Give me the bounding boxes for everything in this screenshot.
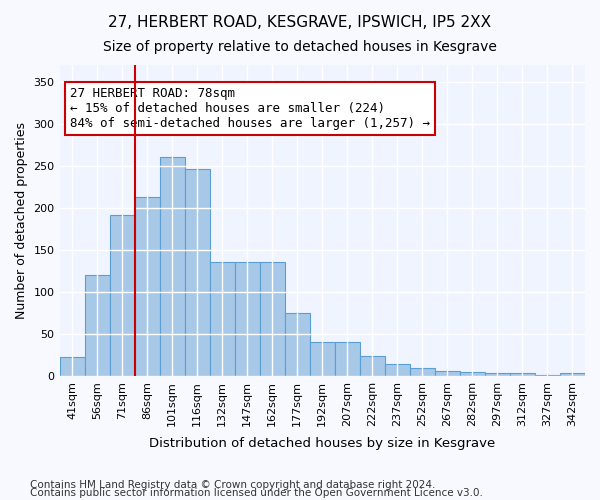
Bar	[185, 169, 209, 376]
Bar	[410, 368, 435, 376]
Bar	[110, 214, 134, 376]
Bar	[460, 372, 485, 376]
Bar	[235, 262, 260, 376]
Bar	[535, 375, 560, 376]
Text: Contains public sector information licensed under the Open Government Licence v3: Contains public sector information licen…	[30, 488, 483, 498]
Bar	[385, 364, 410, 376]
Bar	[134, 197, 160, 376]
Bar	[310, 342, 335, 376]
Bar	[510, 374, 535, 376]
Text: 27 HERBERT ROAD: 78sqm
← 15% of detached houses are smaller (224)
84% of semi-de: 27 HERBERT ROAD: 78sqm ← 15% of detached…	[70, 87, 430, 130]
Text: 27, HERBERT ROAD, KESGRAVE, IPSWICH, IP5 2XX: 27, HERBERT ROAD, KESGRAVE, IPSWICH, IP5…	[109, 15, 491, 30]
Bar	[209, 262, 235, 376]
Bar	[85, 275, 110, 376]
X-axis label: Distribution of detached houses by size in Kesgrave: Distribution of detached houses by size …	[149, 437, 496, 450]
Text: Size of property relative to detached houses in Kesgrave: Size of property relative to detached ho…	[103, 40, 497, 54]
Bar	[59, 358, 85, 376]
Bar	[435, 371, 460, 376]
Bar	[160, 158, 185, 376]
Bar	[560, 374, 585, 376]
Bar	[335, 342, 360, 376]
Text: Contains HM Land Registry data © Crown copyright and database right 2024.: Contains HM Land Registry data © Crown c…	[30, 480, 436, 490]
Bar	[360, 356, 385, 376]
Bar	[260, 262, 285, 376]
Y-axis label: Number of detached properties: Number of detached properties	[15, 122, 28, 319]
Bar	[485, 374, 510, 376]
Bar	[285, 313, 310, 376]
